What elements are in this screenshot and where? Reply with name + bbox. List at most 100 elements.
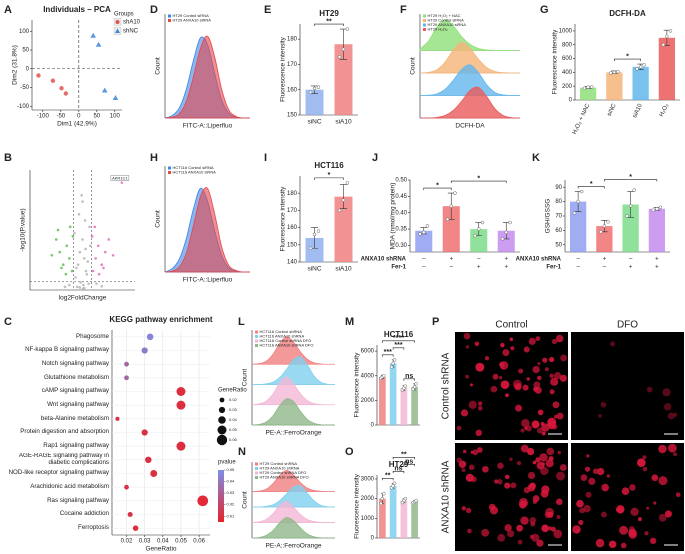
cell-signal [550, 526, 556, 532]
data-point [473, 233, 477, 238]
point [94, 257, 97, 260]
data-point [609, 71, 613, 75]
legend-swatch [423, 28, 426, 31]
data-point [642, 63, 646, 67]
density-curve [251, 398, 336, 426]
density-curve [251, 484, 336, 508]
category-label: Ferroptosis [78, 524, 109, 530]
cell-signal [478, 401, 483, 406]
point [68, 225, 72, 229]
color-tick-label: 0.02 [227, 502, 236, 507]
data-point [599, 230, 603, 234]
data-point [606, 220, 610, 224]
x-tick-label: siNC [607, 102, 618, 117]
cell-signal [518, 368, 524, 374]
data-point [382, 491, 386, 496]
significance-bracket [403, 463, 415, 467]
dot [141, 347, 148, 354]
point [58, 250, 62, 254]
legend-symbol [115, 20, 120, 24]
legend-label: HT29 H₂O₂ + NAC [428, 13, 461, 18]
legend-swatch [255, 344, 258, 347]
point [102, 266, 105, 270]
y-tick-label: -100 [17, 104, 30, 110]
cell-signal [668, 443, 677, 453]
cell-signal [477, 405, 483, 411]
condition-name: Fer-1 [546, 265, 561, 271]
point [77, 212, 81, 216]
legend-label: HCT116 ANXA10 shRNA DFO [260, 343, 314, 348]
cell-signal [500, 380, 510, 390]
category-label: cAMP signaling pathway [42, 387, 109, 393]
cell-signal [475, 362, 485, 372]
significance-label: *** [384, 349, 392, 356]
cell-signal [616, 505, 625, 514]
density-curve [251, 517, 336, 539]
legend-label: HT29 ANXA10 siRNA [173, 18, 212, 23]
density-curve [251, 336, 336, 365]
panel-letter: C [4, 316, 12, 328]
category-text: Cocaine addiction [59, 510, 109, 518]
y-axis-label: -log10(P.value) [20, 208, 27, 251]
cell-signal [642, 455, 647, 460]
category-label: AGE-RAGE signaling pathway in diabetic c… [19, 453, 109, 466]
bar [606, 72, 623, 100]
point [95, 282, 98, 285]
data-point [345, 181, 350, 185]
legend-label: HCT116 ANXA10 shRNA [260, 334, 305, 339]
y-tick-label: 4000 [361, 373, 375, 379]
cell-signal [548, 356, 555, 363]
y-tick-label: 0.40 [395, 210, 407, 216]
x-tick-label: 0 [77, 114, 81, 120]
y-tick-label: 140 [287, 260, 298, 266]
point [56, 228, 60, 232]
cell-signal [555, 334, 564, 343]
cell-signal [584, 466, 591, 472]
cell-signal [500, 342, 505, 348]
cell-signal [463, 332, 471, 340]
panel-letter: P [432, 316, 439, 328]
cell-signal [505, 393, 509, 398]
cell-signal [642, 466, 648, 472]
cell-signal [492, 373, 499, 380]
cell-signal [533, 381, 541, 389]
x-tick-label: H₂O₂ + NAC [572, 102, 592, 135]
cell-signal [467, 528, 472, 534]
data-point [665, 34, 669, 39]
y-axis-label: Fluorescence intensity [354, 473, 361, 538]
legend-swatch [168, 166, 171, 170]
data-point [414, 498, 418, 503]
size-legend-label: 0.04 [229, 417, 238, 422]
cell-signal [597, 467, 605, 476]
legend-swatch [255, 476, 258, 479]
cell-signal [576, 499, 584, 508]
legend-label: HT29 Control siRNA [173, 13, 210, 18]
panel-letter: M [345, 316, 354, 328]
significance-label: ns [405, 459, 413, 466]
cell-signal [539, 453, 548, 462]
cell-signal [537, 409, 544, 416]
size-legend-dot [218, 416, 226, 424]
cell-signal [664, 510, 672, 518]
y-tick-label: 1000 [559, 28, 573, 34]
data-point [582, 86, 587, 91]
data-point [412, 385, 417, 389]
significance-bracket [450, 180, 507, 184]
cell-signal [510, 346, 515, 351]
point [84, 247, 87, 251]
data-point [500, 237, 505, 241]
cell-signal [544, 367, 549, 372]
dot [115, 416, 120, 421]
cell-signal [481, 465, 489, 473]
legend-label: HT29 ANXA10 shRNA [260, 466, 300, 471]
y-axis-label: Fluorescence intensity [552, 29, 559, 94]
data-point [403, 384, 408, 388]
x-axis-label: Dim1 (42.9%) [57, 121, 97, 128]
cell-signal [462, 449, 467, 454]
cell-signal [662, 388, 671, 397]
cell-signal [549, 389, 555, 395]
point [91, 269, 95, 273]
condition-sign: + [603, 257, 607, 263]
cell-signal [504, 524, 512, 532]
cell-signal [547, 526, 552, 531]
